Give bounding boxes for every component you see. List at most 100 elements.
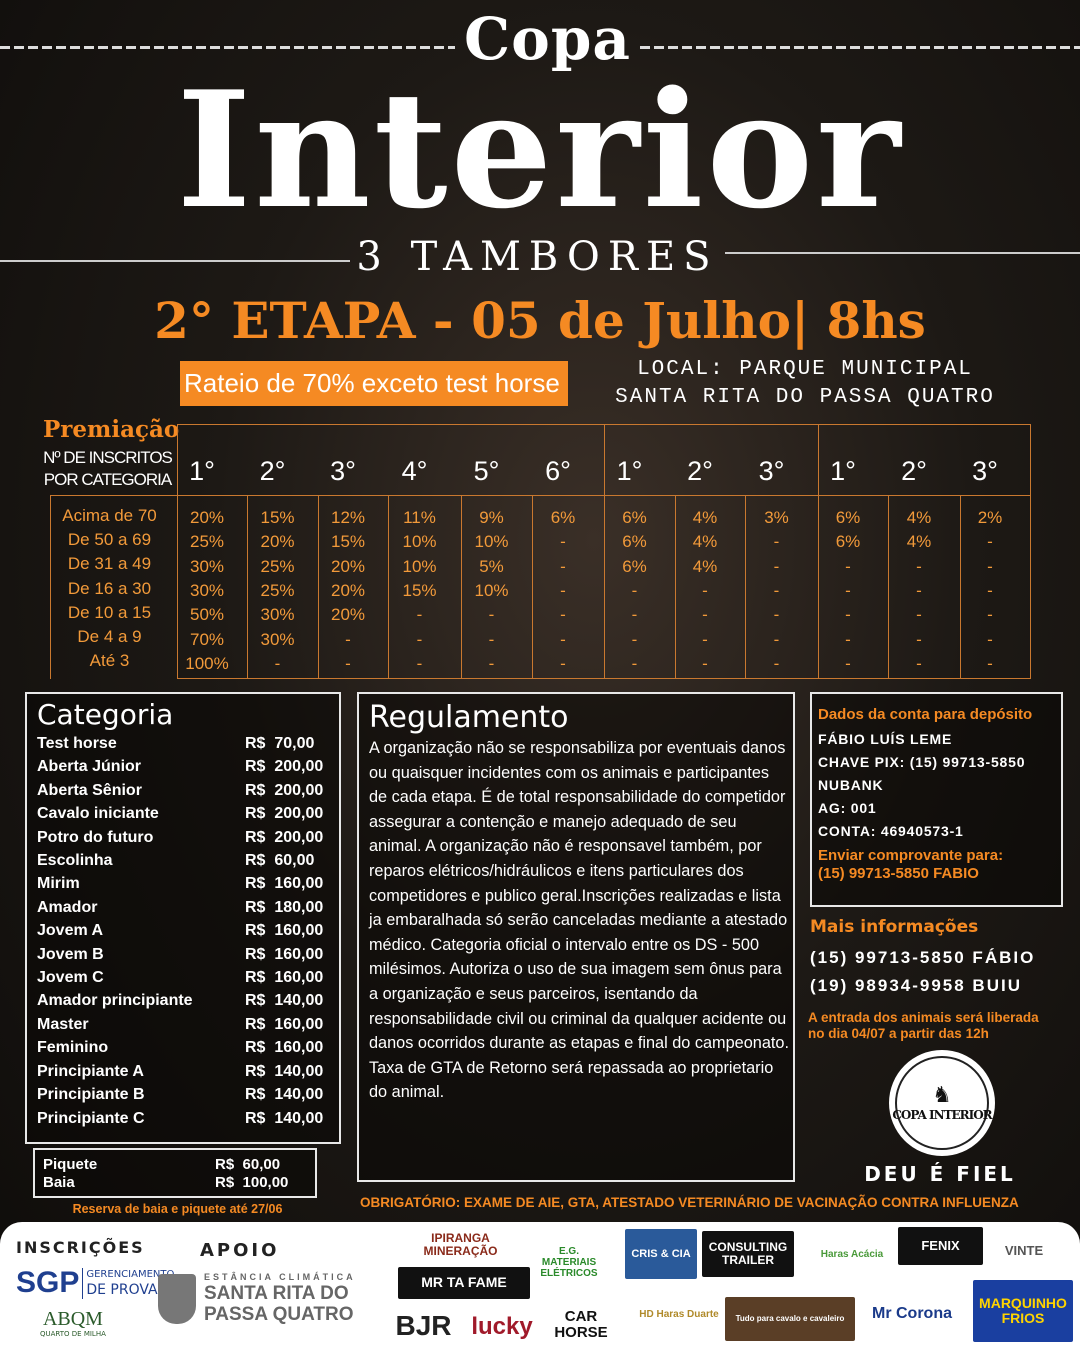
table-cell: - — [916, 580, 922, 600]
table-group-border — [604, 424, 818, 425]
sponsor-logo: MARQUINHO FRIOS — [973, 1280, 1073, 1342]
category-name: Jovem C — [37, 969, 104, 987]
santa-rita-sub: ESTÂNCIA CLIMÁTICA — [204, 1272, 356, 1282]
table-cell: - — [345, 629, 351, 649]
abqm-text: ABQM — [42, 1308, 103, 1330]
table-cell: 30% — [189, 580, 225, 600]
table-cell: 20% — [189, 508, 225, 527]
table-header-place: 1° — [189, 456, 215, 486]
sgp-logo: SGP GERENCIAMENTO DE PROVAS — [16, 1266, 174, 1300]
barbed-wire-right — [640, 46, 1080, 49]
category-price: R$ 200,00 — [245, 828, 324, 846]
category-name: Potro do futuro — [37, 828, 154, 846]
table-cell: - — [631, 653, 638, 673]
category-name: Escolinha — [37, 852, 113, 870]
table-cell: - — [416, 605, 423, 625]
table-cell: 50% — [189, 605, 225, 625]
conta-title: Dados da conta para depósito — [818, 706, 1033, 723]
category-name: Aberta Júnior — [37, 758, 142, 776]
table-cell: 6% — [622, 556, 647, 576]
table-cell: 15% — [260, 508, 295, 527]
table-group-border — [604, 424, 605, 496]
table-cell: 25% — [189, 532, 225, 552]
regulamento-title: Regulamento — [369, 700, 569, 735]
table-cell: 4% — [906, 508, 932, 527]
table-cell: 6% — [835, 532, 861, 552]
category-price: R$ 160,00 — [245, 1039, 324, 1057]
conta-line: CONTA: 46940573-1 — [818, 823, 964, 839]
phone-buiu[interactable]: (19) 98934-9958 BUIU — [810, 976, 1022, 995]
category-row: Aberta Sênior R$ 200,00 — [37, 779, 329, 802]
row-label: De 50 a 69 — [67, 530, 152, 550]
category-row: Principiante B R$ 140,00 — [37, 1083, 329, 1106]
copa-interior-logo: ♞ COPA INTERIOR — [889, 1050, 995, 1156]
category-row: Jovem C R$ 160,00 — [37, 966, 329, 989]
table-cell: 10% — [474, 532, 509, 552]
table-group-border — [604, 424, 605, 496]
table-cell: 2% — [977, 508, 1003, 527]
label-top-border — [50, 495, 177, 496]
table-group-border — [818, 424, 1030, 425]
table-cell: - — [488, 629, 495, 649]
category-row: Jovem B R$ 160,00 — [37, 943, 329, 966]
table-cell: - — [987, 532, 993, 552]
category-name: Cavalo iniciante — [37, 805, 159, 823]
regulamento-box: Regulamento A organização não se respons… — [357, 692, 795, 1182]
santa-rita-line-1: SANTA RITA DO — [204, 1283, 349, 1304]
extra-name: Baia — [43, 1174, 75, 1191]
table-cell: 20% — [330, 580, 366, 600]
info-phones: (15) 99713-5850 FÁBIO (19) 98934-9958 BU… — [810, 944, 1035, 1000]
regulamento-text: A organização não se responsabiliza por … — [369, 739, 789, 1102]
table-cell: 5% — [479, 556, 504, 576]
category-row: Escolinha R$ 60,00 — [37, 849, 329, 872]
divider-left — [0, 260, 350, 262]
abqm-logo: ABQM QUARTO DE MILHA — [40, 1308, 106, 1339]
category-name: Feminino — [37, 1039, 109, 1057]
coat-of-arms-icon — [158, 1274, 196, 1324]
row-label: De 31 a 49 — [67, 554, 152, 574]
table-column-border — [461, 495, 462, 679]
table-cell: 4% — [906, 532, 932, 552]
table-cell: 25% — [260, 580, 295, 600]
stage-date: 2° ETAPA - 05 de Julho| 8hs — [154, 291, 926, 350]
category-price: R$ 70,00 — [245, 735, 315, 752]
table-cell: 100% — [185, 653, 229, 673]
table-column-border — [888, 495, 889, 679]
subtitle: 3 TAMBORES — [356, 234, 719, 280]
category-name: Principiante A — [37, 1062, 144, 1080]
category-row: Jovem A R$ 160,00 — [37, 919, 329, 942]
category-price: R$ 160,00 — [245, 1015, 324, 1033]
enviar-line-2: (15) 99713-5850 FABIO — [818, 865, 979, 882]
phone-fabio[interactable]: (15) 99713-5850 FÁBIO — [810, 948, 1036, 967]
table-cell: 6% — [622, 532, 647, 552]
table-cell: - — [916, 605, 922, 625]
table-cell: - — [560, 605, 566, 625]
category-name: Principiante C — [37, 1109, 145, 1127]
table-column-border — [960, 495, 961, 679]
info-title: Mais informações — [810, 917, 979, 937]
row-label: Até 3 — [89, 651, 130, 671]
table-cell: - — [987, 556, 993, 576]
table-cell: 12% — [330, 508, 366, 527]
table-cell: - — [916, 653, 922, 673]
table-cell: - — [274, 653, 281, 673]
conta-lines: FÁBIO LUÍS LEME CHAVE PIX: (15) 99713-585… — [818, 728, 1055, 843]
table-group-border — [177, 424, 604, 425]
sponsor-logo: HD Haras Duarte — [636, 1284, 722, 1344]
santa-rita-logo: ESTÂNCIA CLIMÁTICA SANTA RITA DO PASSA Q… — [204, 1272, 356, 1325]
table-header-place: 1° — [830, 456, 856, 486]
categoria-title: Categoria — [37, 698, 174, 731]
category-name: Jovem B — [37, 945, 104, 963]
extras-list: Piquete R$ 60,00 Baia R$ 100,00 — [43, 1156, 307, 1192]
rateio-banner: Rateio de 70% exceto test horse — [180, 361, 568, 406]
sponsor-logo: Tudo para cavalo e cavaleiro — [725, 1297, 855, 1341]
label-left-border — [50, 495, 51, 679]
table-cell: - — [773, 556, 780, 576]
category-price: R$ 140,00 — [245, 992, 324, 1010]
category-name: Aberta Sênior — [37, 781, 142, 799]
category-row: Principiante A R$ 140,00 — [37, 1060, 329, 1083]
row-label: Acima de 70 — [62, 506, 157, 525]
table-cell: - — [845, 653, 851, 673]
table-group-border — [1030, 424, 1031, 496]
table-group-border — [818, 424, 819, 496]
